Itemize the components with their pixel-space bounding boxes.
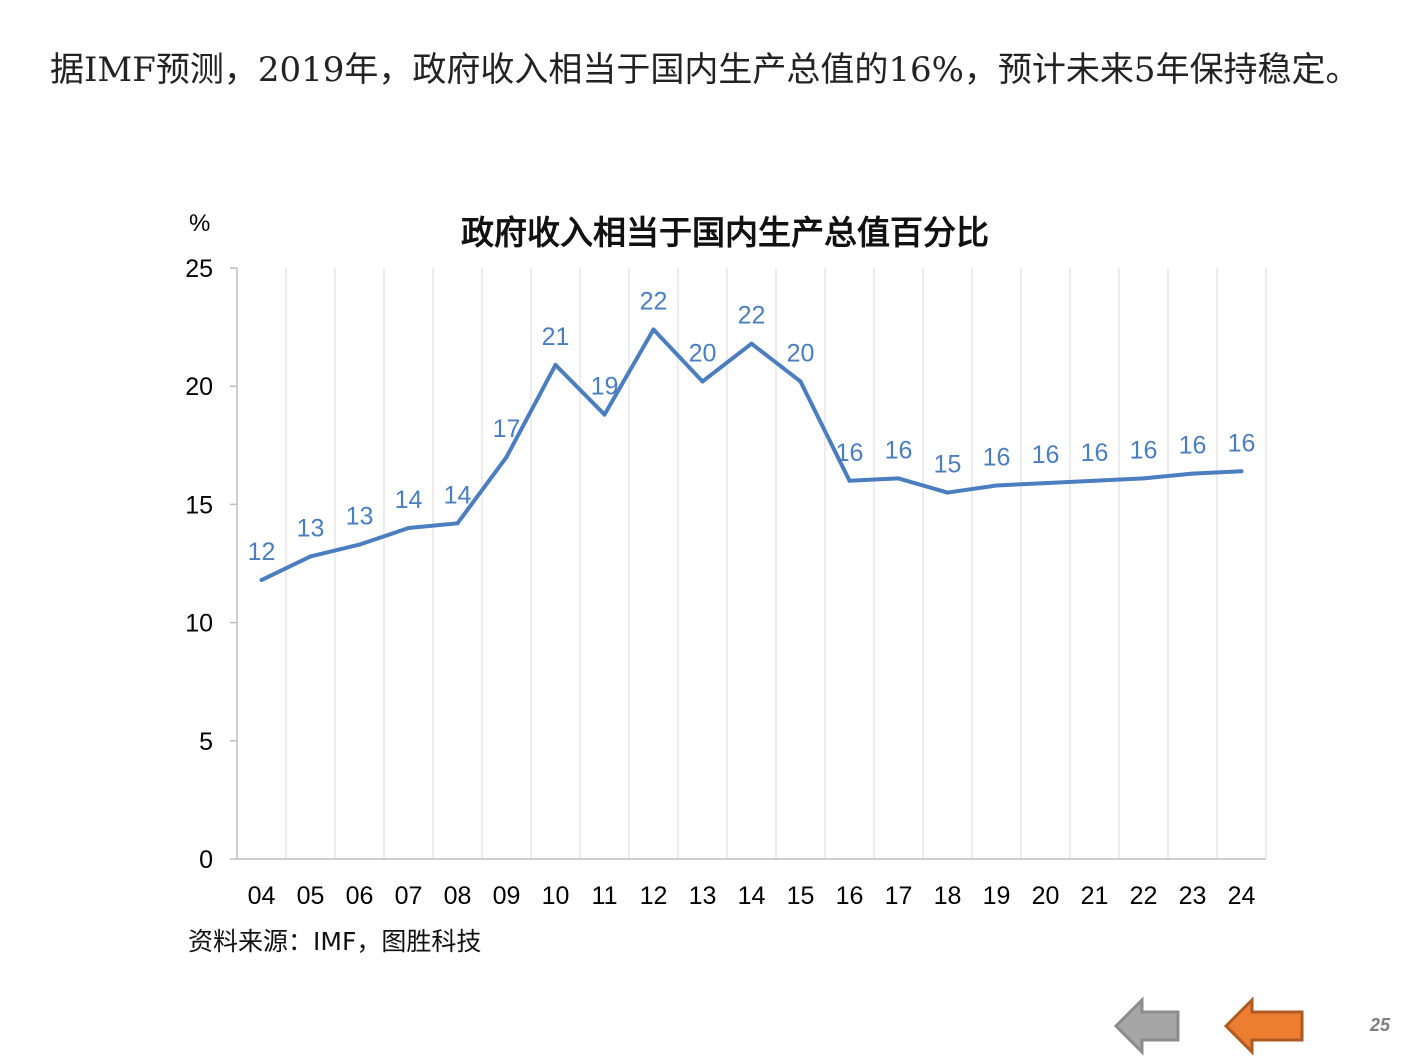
- y-tick-label: 10: [185, 610, 213, 638]
- data-label: 16: [1228, 429, 1256, 457]
- x-tick-label: 09: [493, 882, 521, 910]
- data-label: 17: [493, 415, 521, 443]
- data-point: [406, 526, 411, 531]
- y-axis-unit: %: [189, 210, 211, 237]
- data-label: 16: [1081, 439, 1109, 467]
- data-label: 20: [689, 339, 717, 367]
- data-label: 20: [787, 339, 815, 367]
- data-label: 16: [885, 436, 913, 464]
- data-point: [1141, 476, 1146, 481]
- x-tick-label: 08: [444, 882, 472, 910]
- data-label: 16: [983, 443, 1011, 471]
- data-point: [700, 379, 705, 384]
- data-point: [749, 341, 754, 346]
- x-tick-label: 11: [592, 882, 618, 910]
- x-tick-label: 12: [640, 882, 668, 910]
- x-tick-label: 06: [346, 882, 374, 910]
- data-point: [651, 327, 656, 332]
- data-label: 19: [591, 373, 619, 401]
- x-tick-label: 19: [983, 882, 1011, 910]
- data-label: 22: [640, 287, 668, 315]
- data-label: 13: [346, 503, 374, 531]
- x-tick-label: 20: [1032, 882, 1060, 910]
- data-label: 12: [248, 538, 276, 566]
- x-tick-label: 21: [1081, 882, 1109, 910]
- x-tick-label: 22: [1130, 882, 1158, 910]
- intro-text: 据IMF预测，2019年，政府收入相当于国内生产总值的16%，预计未来5年保持稳…: [50, 50, 1360, 90]
- x-tick-label: 13: [689, 882, 717, 910]
- data-label: 16: [1179, 432, 1207, 460]
- data-label: 13: [297, 514, 325, 542]
- data-point: [1239, 469, 1244, 474]
- data-point: [504, 455, 509, 460]
- x-tick-label: 15: [787, 882, 815, 910]
- data-label: 22: [738, 302, 766, 330]
- next-arrow-button[interactable]: [1222, 996, 1307, 1056]
- y-tick-label: 20: [185, 373, 213, 401]
- x-tick-label: 16: [836, 882, 864, 910]
- arrow-left-icon: [1223, 996, 1304, 1056]
- page-number: 25: [1370, 1015, 1391, 1035]
- data-point: [1092, 478, 1097, 483]
- x-tick-label: 18: [934, 882, 962, 910]
- source-note: 资料来源：IMF，图胜科技: [188, 927, 482, 956]
- data-label: 21: [542, 323, 570, 351]
- data-point: [798, 379, 803, 384]
- data-point: [455, 521, 460, 526]
- x-tick-label: 24: [1228, 882, 1256, 910]
- data-point: [308, 554, 313, 559]
- y-tick-label: 0: [199, 846, 213, 874]
- data-point: [357, 542, 362, 547]
- data-point: [602, 412, 607, 417]
- x-tick-label: 23: [1179, 882, 1207, 910]
- data-point: [1190, 471, 1195, 476]
- data-label: 14: [395, 486, 423, 514]
- x-tick-label: 17: [885, 882, 913, 910]
- data-point: [259, 578, 264, 583]
- data-label: 15: [934, 451, 962, 479]
- x-tick-label: 10: [542, 882, 570, 910]
- data-label: 14: [444, 481, 472, 509]
- x-tick-label: 05: [297, 882, 325, 910]
- data-point: [945, 490, 950, 495]
- data-point: [847, 478, 852, 483]
- y-tick-label: 25: [185, 255, 213, 283]
- chart-title: 政府收入相当于国内生产总值百分比: [461, 213, 989, 252]
- x-tick-label: 04: [248, 882, 276, 910]
- data-point: [1043, 481, 1048, 486]
- y-tick-label: 15: [185, 491, 213, 519]
- data-point: [896, 476, 901, 481]
- data-label: 16: [1032, 441, 1060, 469]
- x-tick-label: 14: [738, 882, 766, 910]
- data-label: 16: [836, 439, 864, 467]
- data-point: [994, 483, 999, 488]
- data-label: 16: [1130, 436, 1158, 464]
- x-tick-label: 07: [395, 882, 423, 910]
- prev-arrow-button[interactable]: [1112, 996, 1182, 1056]
- y-tick-label: 5: [199, 728, 213, 756]
- arrow-left-icon: [1113, 996, 1180, 1056]
- data-point: [553, 362, 558, 367]
